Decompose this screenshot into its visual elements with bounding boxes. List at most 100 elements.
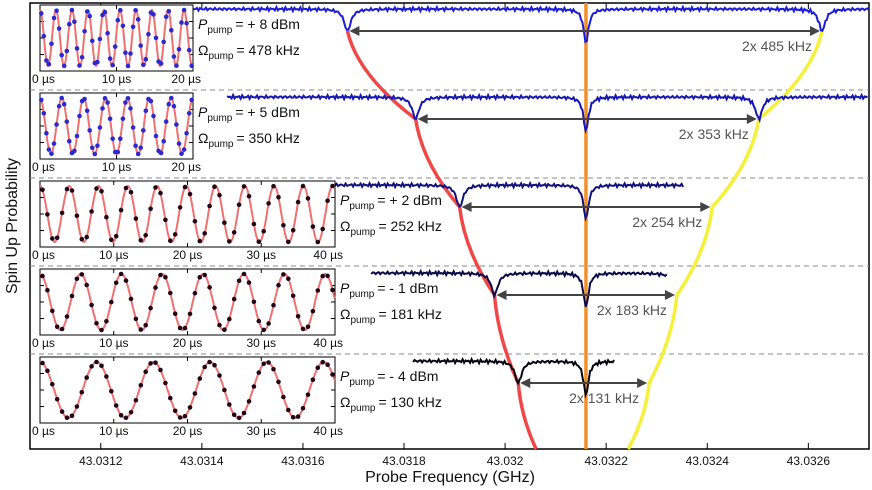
rabi-point [295,414,301,419]
subscript: pump [350,227,375,238]
rabi-point [109,388,114,394]
rabi-point [118,413,124,418]
rabi-point [59,326,65,332]
subscript: pump [349,201,374,212]
rabi-point [54,8,59,13]
plot-frame [29,2,870,450]
rabi-point [300,406,306,411]
rabi-point [305,196,311,201]
rabi-fit [40,361,336,419]
rabi-point [110,62,115,68]
rabi-point [110,136,115,141]
rabi-point [79,55,85,60]
rabi-point [182,184,188,190]
rabi-point [39,97,44,103]
arrow-head [520,378,531,388]
rabi-point [64,314,70,319]
rabi-point [84,108,90,114]
rabi-point [113,280,119,286]
arrow-head [496,290,507,300]
rabi-point [330,287,335,293]
rabi-point [64,186,70,192]
rabi-point [158,150,164,156]
rabi-point [133,143,138,149]
label-value: = 252 kHz [378,218,441,234]
spectrum [412,356,615,399]
rabi-point [222,220,227,225]
rabi-point [115,17,121,23]
symbol: P [198,16,208,32]
rabi-point [87,128,92,133]
rabi-point [92,151,98,157]
rabi-point [290,293,296,299]
rabi-point [59,210,65,216]
rabi-point [44,58,49,63]
rabi-point [256,370,262,375]
label-value: = + 2 dBm [377,192,442,208]
rabi-point [169,95,174,101]
subscript: pump [349,289,374,300]
rabi-point [181,147,187,152]
rabi-point [143,57,149,62]
rabi-point [189,63,194,69]
rabi-point [123,100,128,105]
rabi-point [45,368,50,374]
symbol: Ω [340,394,350,410]
rabi-point [227,316,232,322]
rabi-point [163,217,168,223]
rabi-point [89,209,94,214]
rabi-point [174,63,179,68]
rabi-point [133,216,139,221]
rabi-point [286,276,291,282]
rabi-point [197,238,203,244]
inset-tick-label: 20 µs [171,160,201,174]
rabi-point [138,327,144,332]
rabi-point [281,394,286,400]
rabi-point [123,415,129,421]
rabi-point [325,362,330,368]
rabi-point [49,151,54,156]
rabi-point [202,231,207,236]
rabi-fit [39,184,336,244]
rabi-point [161,39,166,45]
rabi-point [166,101,172,107]
subscript: pump [207,113,232,124]
arrow-head [349,26,360,36]
x-tick-label: 43.0322 [584,454,628,468]
rabi-point [171,103,177,109]
rabi-point [40,360,45,366]
rabi-point [141,128,146,133]
rabi-point [118,136,123,141]
rabi-point [212,305,217,311]
inset-tick-label: 0 µs [32,424,55,438]
rabi-point [54,324,60,330]
rabi-point [184,130,189,136]
rabi-point [50,381,55,387]
rabi-point [41,33,47,39]
rabi-point [77,113,82,119]
pump-power-label: Ppump = + 5 dBm [198,104,300,124]
inset-tick-label: 30 µs [246,336,276,350]
x-tick-label: 43.0316 [281,454,325,468]
rabi-point [74,46,80,51]
rabi-point [40,187,45,193]
rabi-point [177,415,183,420]
rabi-point [281,272,286,277]
rabi-point [231,296,237,302]
rabi-point [169,28,174,33]
rabi-point [123,50,128,55]
rabi-point [286,239,291,245]
x-axis-label: Probe Frequency (GHz) [365,469,535,486]
rabi-point [227,239,232,244]
splitting-label: 2x 353 kHz [679,126,749,142]
rabi-point [46,61,52,67]
rabi-point [271,183,276,189]
rabi-point [166,8,172,14]
rabi-point [135,17,141,22]
rabi-point [222,387,227,393]
rabi-point [276,282,281,288]
rabi-point [207,203,212,209]
rabi-frequency-label: Ωpump = 252 kHz [340,218,442,238]
rabi-point [290,227,296,233]
rabi-point [330,372,335,377]
